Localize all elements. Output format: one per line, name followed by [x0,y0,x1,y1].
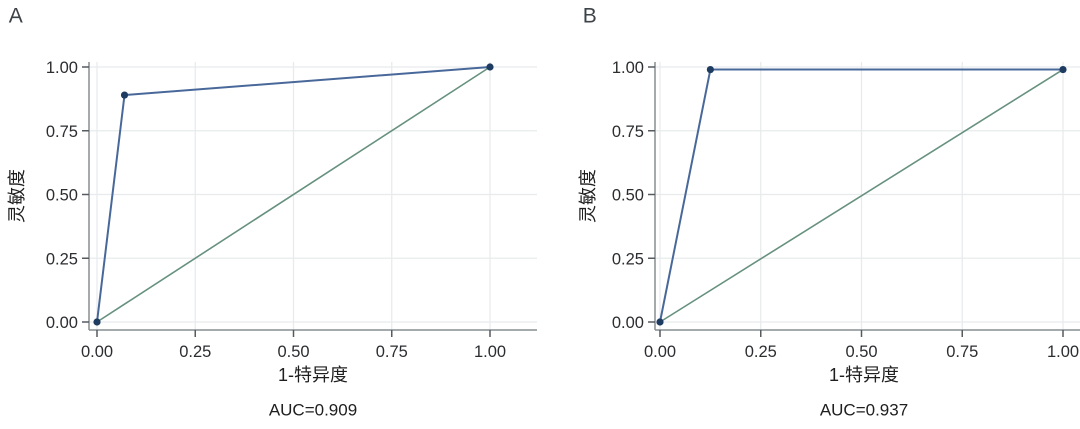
y-tick-label: 1.00 [612,59,644,77]
reference-line [96,66,491,323]
x-tick-label: 0.00 [644,343,676,361]
x-tick-label: 0.50 [845,343,877,361]
x-tick-label: 0.25 [745,343,777,361]
y-tick-label: 0.00 [46,314,78,332]
data-point-marker [93,318,101,326]
x-tick-label: 1.00 [1047,343,1079,361]
x-tick-label: 0.75 [376,343,408,361]
x-tick-label: 0.50 [277,343,309,361]
x-tick-label: 0.25 [179,343,211,361]
x-tick-label: 1.00 [474,343,506,361]
panel-a-y-axis-title: 灵敏度 [7,169,27,223]
roc-panel-A: 0.00 0.25 0.50 0.75 1.00 0.00 0.25 0.50 0.75 1.00 [46,59,537,361]
panel-b-x-axis-title: 1-特异度 [828,365,900,385]
panel-b-y-axis-title: 灵敏度 [578,169,598,223]
data-point-marker [1059,65,1067,74]
x-tick-label: 0.00 [81,343,113,361]
data-point-marker [486,63,494,71]
y-tick-label: 1.00 [46,59,78,77]
y-tick-label: 0.50 [612,187,644,205]
y-tick-label: 0.00 [612,314,644,332]
y-tick-label: 0.25 [46,250,78,268]
panel-a-x-axis-title: 1-特异度 [277,365,349,385]
reference-line [659,68,1064,323]
panel-a-label: A [8,4,24,28]
y-tick-label: 0.75 [46,123,78,141]
panel-b-label: B [582,4,598,28]
data-point-marker [656,318,664,326]
data-point-marker [120,91,129,99]
x-tick-label: 0.75 [946,343,978,361]
y-tick-label: 0.75 [612,123,644,141]
y-tick-label: 0.50 [46,187,78,205]
roc-panel-B: 0.00 0.25 0.50 0.75 1.00 0.00 0.25 0.50 0.75 1.00 [612,59,1080,361]
panel-b-auc-annotation: AUC=0.937 [819,400,909,420]
data-point-marker [706,65,714,74]
y-tick-label: 0.25 [612,250,644,268]
panel-a-auc-annotation: AUC=0.909 [268,400,358,420]
